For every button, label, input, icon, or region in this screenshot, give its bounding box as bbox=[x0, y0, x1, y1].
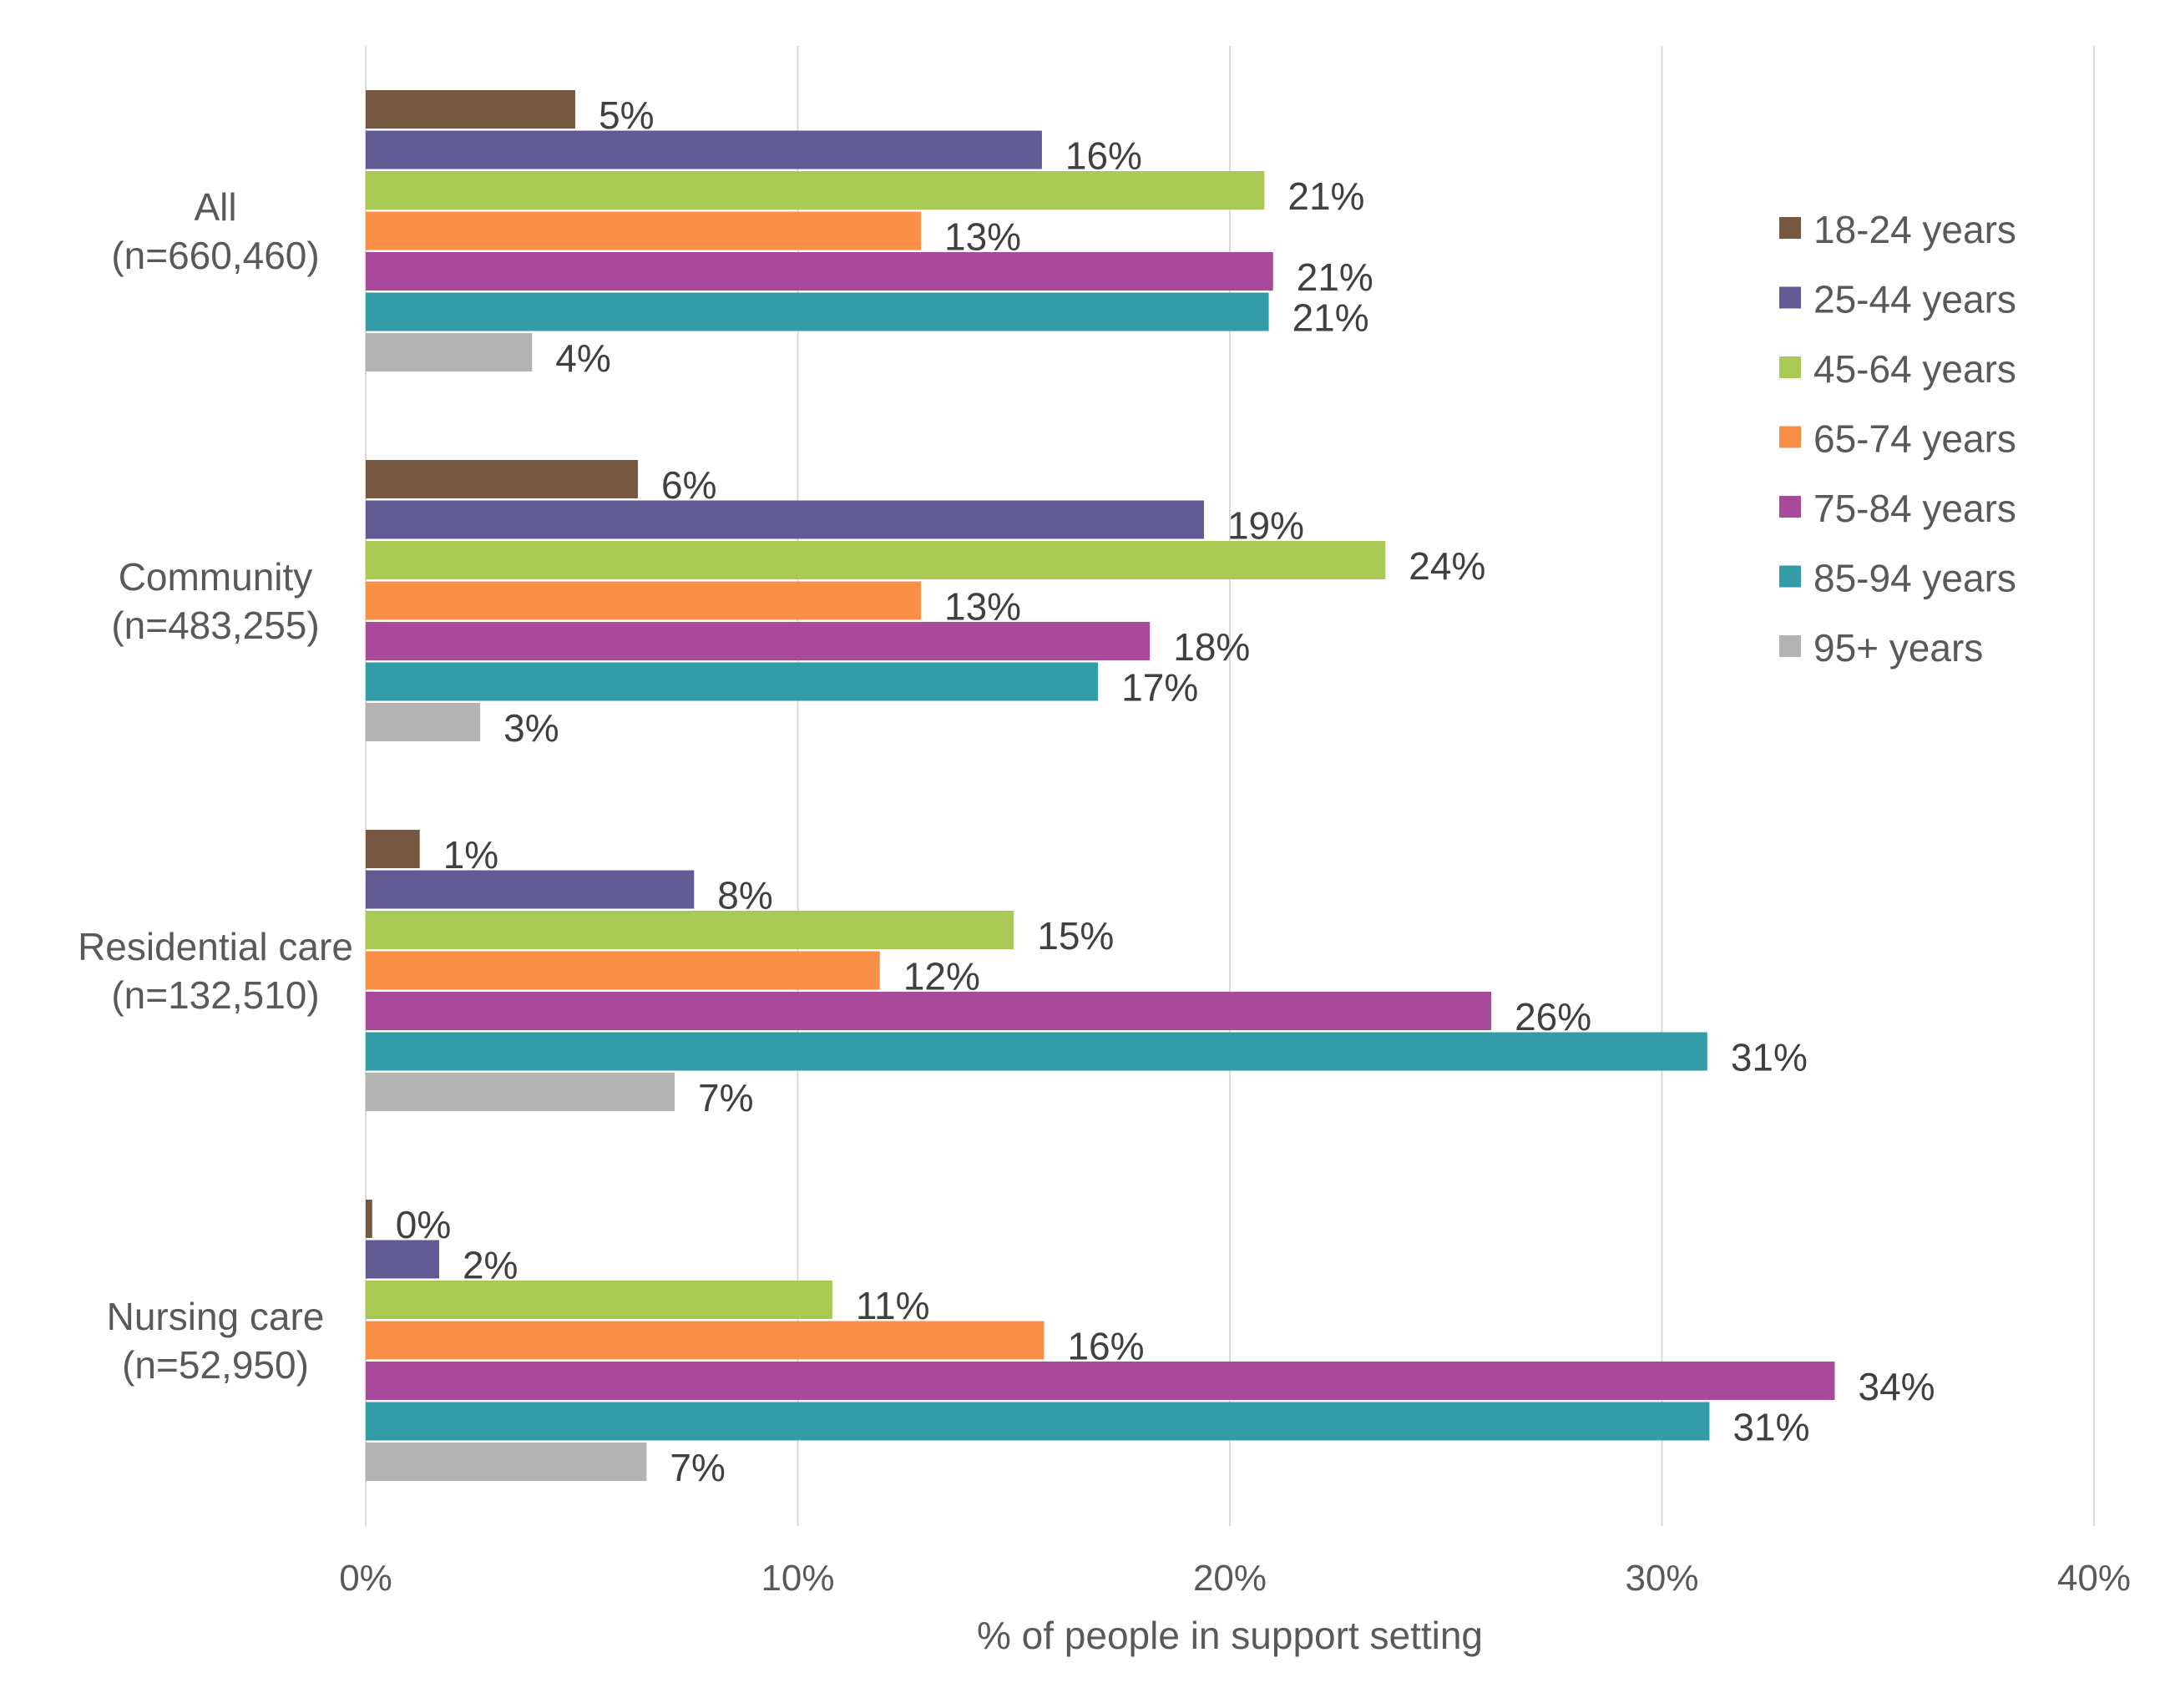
bar bbox=[366, 1240, 439, 1279]
bar bbox=[366, 252, 1273, 291]
legend-swatch bbox=[1779, 286, 1801, 309]
bar-value-label: 16% bbox=[1067, 1325, 1144, 1368]
bar-value-label: 8% bbox=[717, 874, 772, 917]
bar bbox=[366, 460, 639, 498]
legend-swatch bbox=[1779, 635, 1801, 657]
bar-value-label: 17% bbox=[1121, 666, 1198, 710]
legend-label: 65-74 years bbox=[1813, 417, 2016, 461]
bar bbox=[366, 171, 1265, 210]
category-label: Nursing care bbox=[107, 1295, 325, 1338]
x-tick-label: 40% bbox=[2057, 1558, 2131, 1599]
bar-value-label: 24% bbox=[1409, 544, 1485, 588]
bar bbox=[366, 830, 420, 868]
bar bbox=[366, 951, 880, 990]
bars bbox=[366, 90, 1835, 1481]
bar bbox=[366, 333, 533, 371]
bar bbox=[366, 500, 1204, 539]
legend-label: 75-84 years bbox=[1813, 487, 2016, 530]
value-axis: 0% 10% 20% 30% 40% bbox=[339, 1558, 2131, 1599]
bar bbox=[366, 1200, 372, 1238]
bar-value-label: 18% bbox=[1173, 625, 1250, 669]
bar-value-label: 19% bbox=[1227, 504, 1304, 548]
legend-label: 25-44 years bbox=[1813, 278, 2016, 321]
x-tick-label: 0% bbox=[339, 1558, 392, 1599]
bar bbox=[366, 1321, 1045, 1360]
bar-value-label: 16% bbox=[1065, 134, 1142, 178]
bar bbox=[366, 1032, 1707, 1071]
bar bbox=[366, 1402, 1710, 1441]
legend-swatch bbox=[1779, 496, 1801, 518]
category-sublabel: (n=483,255) bbox=[111, 604, 319, 647]
bar-value-label: 31% bbox=[1731, 1036, 1808, 1079]
bar-value-label: 21% bbox=[1297, 255, 1373, 299]
bar-value-label: 4% bbox=[555, 336, 610, 380]
x-axis-title: % of people in support setting bbox=[977, 1614, 1483, 1657]
legend-swatch bbox=[1779, 356, 1801, 378]
bar bbox=[366, 1362, 1835, 1400]
x-tick-label: 20% bbox=[1193, 1558, 1267, 1599]
bar bbox=[366, 992, 1492, 1030]
category-sublabel: (n=52,950) bbox=[122, 1343, 309, 1387]
legend-label: 95+ years bbox=[1813, 626, 1983, 670]
bar bbox=[366, 911, 1014, 949]
legend-swatch bbox=[1779, 217, 1801, 239]
bar-value-label: 21% bbox=[1287, 174, 1364, 218]
bar-value-label: 13% bbox=[944, 215, 1021, 259]
category-label: Residential care bbox=[78, 925, 353, 968]
bar-value-label: 13% bbox=[944, 585, 1021, 629]
bar bbox=[366, 211, 921, 250]
category-sublabel: (n=132,510) bbox=[111, 973, 319, 1017]
bar-value-label: 2% bbox=[463, 1244, 518, 1287]
bar-value-label: 15% bbox=[1037, 914, 1114, 958]
bar-value-label: 26% bbox=[1515, 995, 1591, 1038]
bar bbox=[366, 703, 481, 741]
data-labels: 5%16%21%13%21%21%4%6%19%24%13%18%17%3%1%… bbox=[396, 93, 1935, 1489]
category-axis: All (n=660,460) Community (n=483,255) Reside… bbox=[78, 185, 353, 1387]
x-tick-label: 10% bbox=[761, 1558, 834, 1599]
legend-label: 18-24 years bbox=[1813, 208, 2016, 251]
legend: 18-24 years 25-44 years 45-64 years 65-74 y… bbox=[1779, 208, 2016, 670]
category-sublabel: (n=660,460) bbox=[111, 234, 319, 277]
bar-value-label: 3% bbox=[503, 706, 559, 750]
bar-value-label: 31% bbox=[1732, 1406, 1809, 1449]
bar-value-label: 1% bbox=[443, 833, 498, 877]
bar bbox=[366, 622, 1151, 660]
legend-swatch bbox=[1779, 565, 1801, 588]
bar bbox=[366, 581, 921, 620]
bar-value-label: 5% bbox=[599, 93, 654, 137]
bar bbox=[366, 662, 1099, 701]
bar-value-label: 12% bbox=[903, 955, 980, 998]
category-label: Community bbox=[119, 555, 313, 599]
legend-swatch bbox=[1779, 426, 1801, 448]
bar bbox=[366, 292, 1269, 331]
bar bbox=[366, 90, 575, 129]
bar-value-label: 6% bbox=[661, 463, 716, 507]
bar bbox=[366, 1073, 675, 1111]
bar bbox=[366, 130, 1042, 169]
legend-label: 45-64 years bbox=[1813, 347, 2016, 391]
bar bbox=[366, 541, 1386, 579]
bar-value-label: 34% bbox=[1859, 1365, 1935, 1408]
x-tick-label: 30% bbox=[1625, 1558, 1698, 1599]
bar-value-label: 11% bbox=[856, 1284, 930, 1327]
bar-value-label: 7% bbox=[670, 1446, 725, 1489]
bar-value-label: 0% bbox=[396, 1203, 451, 1246]
bar bbox=[366, 870, 695, 909]
bar bbox=[366, 1281, 832, 1319]
bar bbox=[366, 1443, 647, 1481]
bar-value-label: 7% bbox=[698, 1076, 753, 1119]
category-label: All bbox=[194, 185, 236, 229]
legend-label: 85-94 years bbox=[1813, 557, 2016, 600]
bar-value-label: 21% bbox=[1292, 296, 1369, 340]
